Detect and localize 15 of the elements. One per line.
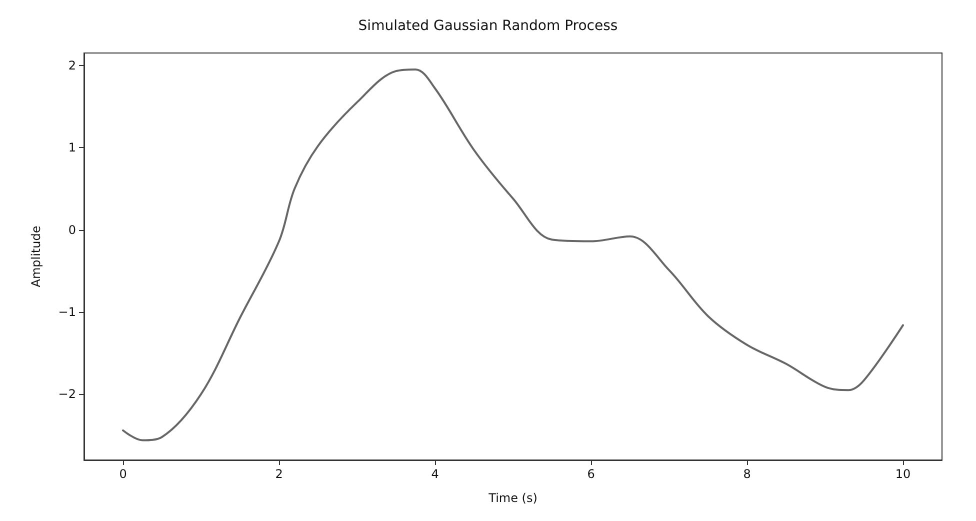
- y-tick-label: 2: [68, 58, 76, 72]
- x-tick-label: 10: [895, 467, 911, 481]
- y-tick-label: −2: [58, 387, 76, 402]
- x-tick-label: 0: [119, 467, 127, 481]
- y-axis-title: Amplitude: [29, 226, 43, 288]
- x-tick-label: 2: [275, 467, 283, 481]
- y-tick-label: 1: [68, 140, 76, 155]
- x-tick-label: 8: [743, 467, 751, 481]
- x-tick-label: 6: [587, 467, 595, 481]
- y-tick-label: −1: [58, 305, 76, 319]
- line-series: [122, 68, 904, 442]
- x-tick-label: 4: [431, 467, 439, 481]
- x-axis-title: Time (s): [488, 491, 538, 505]
- chart-title: Simulated Gaussian Random Process: [358, 18, 618, 34]
- y-tick-label: 0: [68, 222, 76, 237]
